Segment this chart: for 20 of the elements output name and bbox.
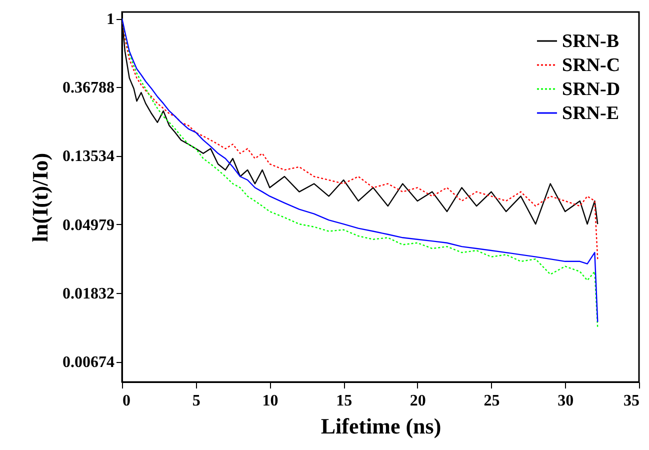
x-axis-title: Lifetime (ns) — [320, 414, 442, 438]
x-tick-label: 10 — [262, 392, 278, 410]
x-tick-label: 30 — [558, 392, 574, 410]
legend-label: SRN-C — [562, 55, 620, 76]
legend-label: SRN-D — [562, 79, 620, 100]
y-tick-label: 0.00674 — [62, 354, 114, 372]
x-tick-label: 25 — [484, 392, 500, 410]
legend-label: SRN-B — [562, 31, 620, 52]
x-tick-label: 0 — [122, 392, 130, 410]
legend-label: SRN-E — [562, 103, 620, 124]
y-tick-label: 1 — [106, 11, 114, 28]
x-tick-label: 35 — [624, 392, 640, 410]
x-tick-label: 20 — [410, 392, 426, 410]
x-tick-label: 5 — [192, 392, 200, 410]
x-tick-label: 15 — [336, 392, 352, 410]
y-tick-label: 0.36788 — [62, 80, 114, 97]
y-tick-label: 0.13534 — [62, 148, 114, 166]
y-tick-label: 0.04979 — [62, 216, 114, 234]
y-tick-label: 0.01832 — [62, 285, 114, 302]
y-axis-title: ln(I(t)/Io) — [28, 152, 52, 242]
